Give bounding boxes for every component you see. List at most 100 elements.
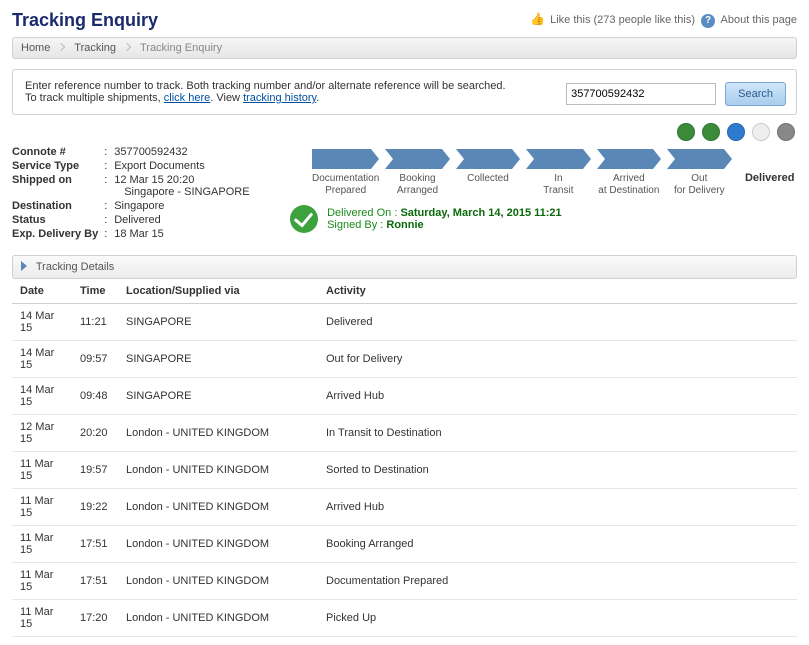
cell-activity: Sorted to Destination [318, 452, 797, 489]
cell-activity: Arrived Hub [318, 489, 797, 526]
cell-location: London - UNITED KINGDOM [118, 563, 318, 600]
export-icon[interactable] [727, 123, 745, 141]
page-meta: 👍 Like this (273 people like this) ? Abo… [530, 12, 797, 28]
signed-by-value: Ronnie [386, 219, 423, 231]
search-input[interactable] [566, 83, 716, 105]
progress-steps: DocumentationPreparedBookingArranged Coll… [312, 149, 802, 197]
delivered-on-value: Saturday, March 14, 2015 11:21 [400, 207, 561, 219]
cell-location: London - UNITED KINGDOM [118, 526, 318, 563]
table-row: 11 Mar 1517:51London - UNITED KINGDOMBoo… [12, 526, 797, 563]
chevron-icon [526, 149, 582, 169]
th-activity: Activity [318, 279, 797, 304]
chevron-icon [456, 149, 512, 169]
delivered-summary: Delivered On : Saturday, March 14, 2015 … [290, 205, 562, 233]
table-row: 11 Mar 1519:57London - UNITED KINGDOMSor… [12, 452, 797, 489]
step-label: DocumentationPrepared [312, 173, 379, 197]
tracking-table: Date Time Location/Supplied via Activity… [12, 279, 797, 637]
step-label: BookingArranged [385, 173, 449, 197]
table-row: 12 Mar 1520:20London - UNITED KINGDOMIn … [12, 415, 797, 452]
cell-location: London - UNITED KINGDOM [118, 452, 318, 489]
search-button[interactable]: Search [725, 82, 786, 106]
progress-step: Delivered [738, 149, 802, 197]
cell-location: SINGAPORE [118, 304, 318, 341]
progress-step: BookingArranged [385, 149, 449, 197]
cell-date: 11 Mar 15 [12, 563, 72, 600]
breadcrumb-tracking[interactable]: Tracking [74, 42, 116, 54]
chevron-icon [667, 149, 723, 169]
cell-date: 11 Mar 15 [12, 452, 72, 489]
step-label: Outfor Delivery [667, 173, 731, 197]
cell-date: 14 Mar 15 [12, 378, 72, 415]
cell-time: 09:48 [72, 378, 118, 415]
exp-value: 18 Mar 15 [114, 227, 255, 241]
progress-step: Outfor Delivery [667, 149, 731, 197]
chevron-right-icon [123, 43, 131, 51]
section-title: Tracking Details [36, 261, 114, 273]
step-label: InTransit [526, 173, 590, 197]
table-row: 14 Mar 1511:21SINGAPOREDelivered [12, 304, 797, 341]
cell-location: London - UNITED KINGDOM [118, 489, 318, 526]
shipped-value-2: Singapore - SINGAPORE [114, 186, 249, 198]
cell-activity: Picked Up [318, 600, 797, 637]
cell-time: 17:51 [72, 563, 118, 600]
refresh-icon[interactable] [677, 123, 695, 141]
cell-time: 17:51 [72, 526, 118, 563]
like-count: (273 people like this) [594, 14, 696, 26]
shipment-info: Connote #:357700592432 Service Type:Expo… [12, 145, 256, 241]
tracking-history-link[interactable]: tracking history [243, 92, 316, 104]
exp-label: Exp. Delivery By [12, 227, 104, 241]
th-location: Location/Supplied via [118, 279, 318, 304]
search-panel: Enter reference number to track. Both tr… [12, 69, 797, 115]
shipped-label: Shipped on [12, 173, 104, 199]
breadcrumb-home[interactable]: Home [21, 42, 50, 54]
delivered-on-label: Delivered On : [327, 207, 397, 219]
tracking-details-header[interactable]: Tracking Details [12, 255, 797, 279]
progress-step: DocumentationPrepared [312, 149, 379, 197]
cell-date: 11 Mar 15 [12, 600, 72, 637]
cell-location: SINGAPORE [118, 341, 318, 378]
table-row: 14 Mar 1509:57SINGAPOREOut for Delivery [12, 341, 797, 378]
cell-date: 11 Mar 15 [12, 489, 72, 526]
cell-location: London - UNITED KINGDOM [118, 600, 318, 637]
toolbar-icons [12, 123, 795, 141]
cell-activity: Booking Arranged [318, 526, 797, 563]
help-icon[interactable]: ? [701, 14, 715, 28]
breadcrumb-current: Tracking Enquiry [140, 42, 222, 54]
check-icon [290, 205, 318, 233]
connote-value: 357700592432 [114, 145, 255, 159]
table-row: 11 Mar 1519:22London - UNITED KINGDOMArr… [12, 489, 797, 526]
cell-activity: Documentation Prepared [318, 563, 797, 600]
connote-label: Connote # [12, 145, 104, 159]
cell-activity: Delivered [318, 304, 797, 341]
table-row: 11 Mar 1517:51London - UNITED KINGDOMDoc… [12, 563, 797, 600]
cell-time: 19:57 [72, 452, 118, 489]
chevron-icon [385, 149, 441, 169]
cell-location: London - UNITED KINGDOM [118, 415, 318, 452]
cell-location: SINGAPORE [118, 378, 318, 415]
expand-icon [21, 261, 27, 271]
print-icon[interactable] [777, 123, 795, 141]
cell-date: 11 Mar 15 [12, 526, 72, 563]
step-label: Collected [456, 173, 520, 185]
table-row: 11 Mar 1517:20London - UNITED KINGDOMPic… [12, 600, 797, 637]
status-value: Delivered [114, 213, 255, 227]
step-label: Arrivedat Destination [597, 173, 661, 197]
step-label: Delivered [738, 172, 802, 185]
cell-activity: In Transit to Destination [318, 415, 797, 452]
chevron-icon [312, 149, 371, 169]
click-here-link[interactable]: click here [164, 92, 210, 104]
email-icon[interactable] [752, 123, 770, 141]
like-label[interactable]: Like this [550, 14, 590, 26]
th-time: Time [72, 279, 118, 304]
cell-time: 11:21 [72, 304, 118, 341]
globe-icon[interactable] [702, 123, 720, 141]
cell-date: 14 Mar 15 [12, 341, 72, 378]
breadcrumb: Home Tracking Tracking Enquiry [12, 37, 797, 59]
about-label[interactable]: About this page [721, 14, 797, 26]
cell-activity: Arrived Hub [318, 378, 797, 415]
like-icon[interactable]: 👍 [530, 12, 545, 26]
th-date: Date [12, 279, 72, 304]
cell-date: 12 Mar 15 [12, 415, 72, 452]
dest-value: Singapore [114, 199, 255, 213]
cell-time: 19:22 [72, 489, 118, 526]
